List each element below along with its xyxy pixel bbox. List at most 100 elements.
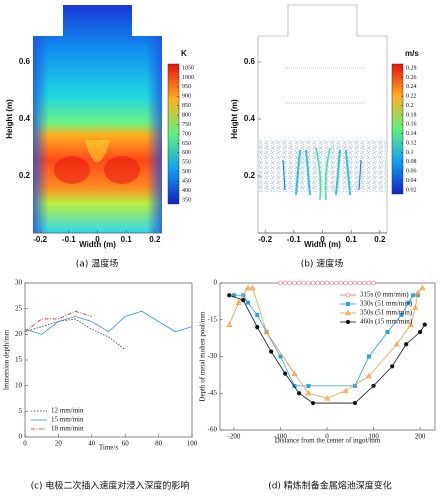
- marker: [235, 299, 242, 305]
- marker: [404, 342, 409, 347]
- y-tick-label: 0.6: [19, 57, 31, 66]
- marker: [366, 280, 372, 286]
- marker: [422, 322, 427, 327]
- marker: [292, 280, 297, 286]
- marker: [278, 280, 283, 286]
- marker: [255, 325, 260, 330]
- series-line: [24, 318, 126, 351]
- y-tick-label: 0.4: [244, 114, 256, 123]
- legend-marker: [345, 319, 351, 325]
- marker: [255, 312, 260, 317]
- x-tick-label: 200: [415, 433, 426, 441]
- colorbar-tick-label: 750: [182, 122, 191, 128]
- marker: [287, 280, 293, 286]
- marker: [306, 383, 311, 388]
- marker: [334, 280, 339, 286]
- marker: [324, 395, 331, 401]
- marker: [297, 391, 302, 396]
- colorbar-tick-label: 0.08: [406, 159, 417, 165]
- colorbar-label: K: [181, 49, 187, 58]
- colorbar-tick-label: 0.14: [406, 131, 417, 137]
- x-tick-label: 20: [55, 440, 63, 448]
- marker: [390, 364, 395, 369]
- colorbar-tick-label: 700: [182, 131, 191, 137]
- colorbar-tick-label: 400: [182, 188, 191, 194]
- colorbar-tick-label: 0.26: [406, 75, 417, 81]
- marker: [371, 280, 376, 286]
- caption: (d) 精炼制备金属熔池深度变化: [268, 480, 392, 492]
- x-tick-label: 40: [88, 440, 96, 448]
- colorbar-tick-label: 0.1: [406, 150, 414, 156]
- legend-label: 315s (0 mm/min): [360, 291, 409, 299]
- y-tick-label: 20: [15, 330, 23, 338]
- y-tick-label: 0.2: [19, 171, 31, 180]
- x-tick-label: 100: [368, 433, 379, 441]
- x-tick-label: 0.2: [374, 235, 386, 244]
- colorbar: [391, 63, 404, 195]
- legend-label: 18 mm/min: [51, 425, 84, 433]
- marker: [269, 349, 274, 354]
- x-tick-label: 80: [155, 440, 163, 448]
- colorbar-tick-label: 500: [182, 169, 191, 175]
- y-axis-label: Height (m): [5, 99, 14, 139]
- marker: [241, 298, 246, 303]
- marker: [227, 293, 232, 298]
- colorbar-tick-label: 1000: [182, 75, 194, 81]
- marker: [282, 280, 288, 286]
- x-tick-label: 0.1: [121, 235, 133, 244]
- y-axis-label: Depth of metal molten pool/mm: [199, 311, 207, 402]
- marker: [306, 280, 311, 286]
- colorbar-tick-label: 450: [182, 179, 191, 185]
- marker: [348, 280, 353, 286]
- colorbar-tick-label: 550: [182, 160, 191, 166]
- x-tick-label: 0.2: [149, 235, 161, 244]
- marker: [226, 321, 233, 327]
- marker: [292, 383, 297, 388]
- y-tick-label: 0.6: [244, 57, 256, 66]
- marker: [412, 304, 419, 310]
- marker: [399, 312, 404, 317]
- marker: [244, 284, 251, 291]
- y-tick-label: 0.2: [244, 171, 256, 180]
- x-tick-label: -0.1: [287, 235, 301, 244]
- x-tick-label: 0.1: [346, 235, 358, 244]
- marker: [231, 293, 236, 298]
- marker: [352, 280, 358, 286]
- series-line: [24, 310, 92, 333]
- colorbar-tick-label: 800: [182, 113, 191, 119]
- x-tick-label: 100: [187, 440, 198, 448]
- y-tick-label: 15: [15, 356, 23, 364]
- y-tick-label: 0: [19, 433, 23, 441]
- y-tick-label: 5: [19, 407, 23, 415]
- marker: [393, 341, 400, 347]
- marker: [385, 330, 390, 334]
- legend-label: 460s (15 mm/min): [360, 318, 413, 326]
- legend-marker: [345, 292, 351, 298]
- y-axis-label: Immersion depth/mm: [3, 329, 11, 390]
- x-axis-label: Width (m): [304, 240, 341, 249]
- colorbar-tick-label: 350: [182, 197, 191, 203]
- caption: (c) 电极二次插入速度对浸入深度的影响: [31, 480, 190, 492]
- marker: [301, 280, 307, 286]
- y-tick-label: -30: [208, 352, 218, 360]
- marker: [324, 280, 330, 286]
- marker: [361, 280, 367, 286]
- legend-label: 12 mm/min: [51, 407, 84, 415]
- colorbar-label: m/s: [405, 49, 419, 58]
- marker: [283, 371, 288, 376]
- marker: [342, 387, 349, 394]
- y-tick-label: -60: [208, 426, 218, 434]
- x-axis-label: Distance from the center of ingot/mm: [275, 437, 381, 445]
- y-tick-label: 0.4: [19, 114, 31, 123]
- marker: [291, 370, 298, 376]
- colorbar-tick-label: 950: [182, 84, 191, 90]
- x-tick-label: 0: [95, 235, 100, 244]
- y-tick-label: 0: [214, 279, 218, 287]
- colorbar-tick-label: 0.28: [406, 65, 417, 71]
- marker: [343, 280, 348, 286]
- legend-label: 330s (51 mm/min): [360, 300, 413, 308]
- marker: [278, 354, 283, 359]
- y-tick-label: 30: [15, 279, 23, 287]
